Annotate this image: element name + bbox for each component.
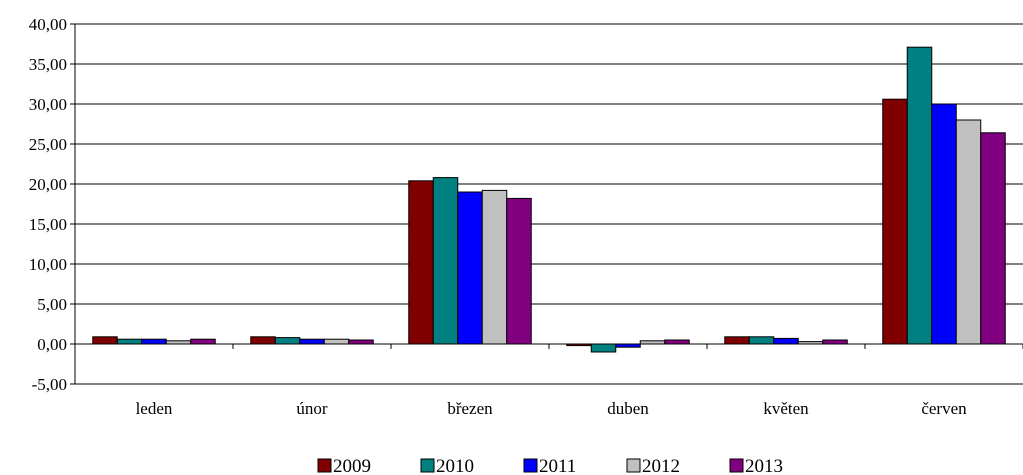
bar-2011-4 <box>773 337 799 345</box>
bar-2012-2 <box>481 189 508 345</box>
legend-swatch-2013 <box>729 458 744 473</box>
legend-label-2012: 2012 <box>642 456 680 475</box>
x-tick-label: květen <box>763 399 809 418</box>
bar-2011-0 <box>141 338 167 345</box>
bar-2012-1 <box>323 338 350 345</box>
bar-2011-2 <box>457 191 483 345</box>
bar-2010-4 <box>748 336 775 345</box>
bar-2009-5 <box>882 98 908 345</box>
bar-2013-1 <box>348 339 374 345</box>
y-tick-label: 15,00 <box>29 215 67 234</box>
legend-label-2009: 2009 <box>333 456 371 475</box>
y-tick-label: -5,00 <box>32 375 67 394</box>
bars <box>92 46 1006 353</box>
legend-label-2011: 2011 <box>539 456 576 475</box>
bar-2009-2 <box>408 180 434 345</box>
x-tick-labels: leden únor březen duben květen červen <box>136 399 968 418</box>
bar-2011-1 <box>299 338 325 345</box>
y-tick-label: 10,00 <box>29 255 67 274</box>
bar-2011-5 <box>931 103 957 345</box>
bar-2010-0 <box>116 338 143 345</box>
y-tick-label: 40,00 <box>29 15 67 34</box>
bar-2013-0 <box>190 338 216 345</box>
bar-2013-4 <box>822 339 848 345</box>
legend-swatch-2012 <box>626 458 641 473</box>
bar-2010-1 <box>274 337 301 345</box>
legend-label-2010: 2010 <box>436 456 474 475</box>
legend-swatch-2010 <box>420 458 435 473</box>
y-tick-label: 0,00 <box>37 335 67 354</box>
x-tick-label: duben <box>607 399 649 418</box>
x-tick-label: červen <box>921 399 967 418</box>
y-tick-label: 5,00 <box>37 295 67 314</box>
y-tick-label: 30,00 <box>29 95 67 114</box>
gridlines <box>75 23 1023 385</box>
y-tick-label: 35,00 <box>29 55 67 74</box>
bar-2013-2 <box>506 197 532 345</box>
legend-label-2013: 2013 <box>745 456 783 475</box>
bar-2013-5 <box>980 132 1006 345</box>
bar-2010-3 <box>590 343 617 353</box>
bar-2013-3 <box>664 339 690 345</box>
bar-2009-1 <box>250 336 276 345</box>
x-tick-label: březen <box>447 399 493 418</box>
legend: 2009 2010 2011 2012 2013 <box>317 456 783 475</box>
y-tick-labels: -5,00 0,00 5,00 10,00 15,00 20,00 25,00 30,00 35… <box>29 15 67 394</box>
bar-2010-2 <box>432 177 459 345</box>
y-tick-label: 25,00 <box>29 135 67 154</box>
bar-2009-4 <box>724 336 750 345</box>
bar-2009-0 <box>92 336 118 345</box>
x-tick-label: únor <box>296 399 328 418</box>
legend-swatch-2009 <box>317 458 332 473</box>
axes <box>70 23 1023 385</box>
bar-2012-5 <box>955 119 982 345</box>
bar-2010-5 <box>906 46 933 345</box>
legend-swatch-2011 <box>523 458 538 473</box>
y-tick-label: 20,00 <box>29 175 67 194</box>
x-tick-label: leden <box>136 399 173 418</box>
